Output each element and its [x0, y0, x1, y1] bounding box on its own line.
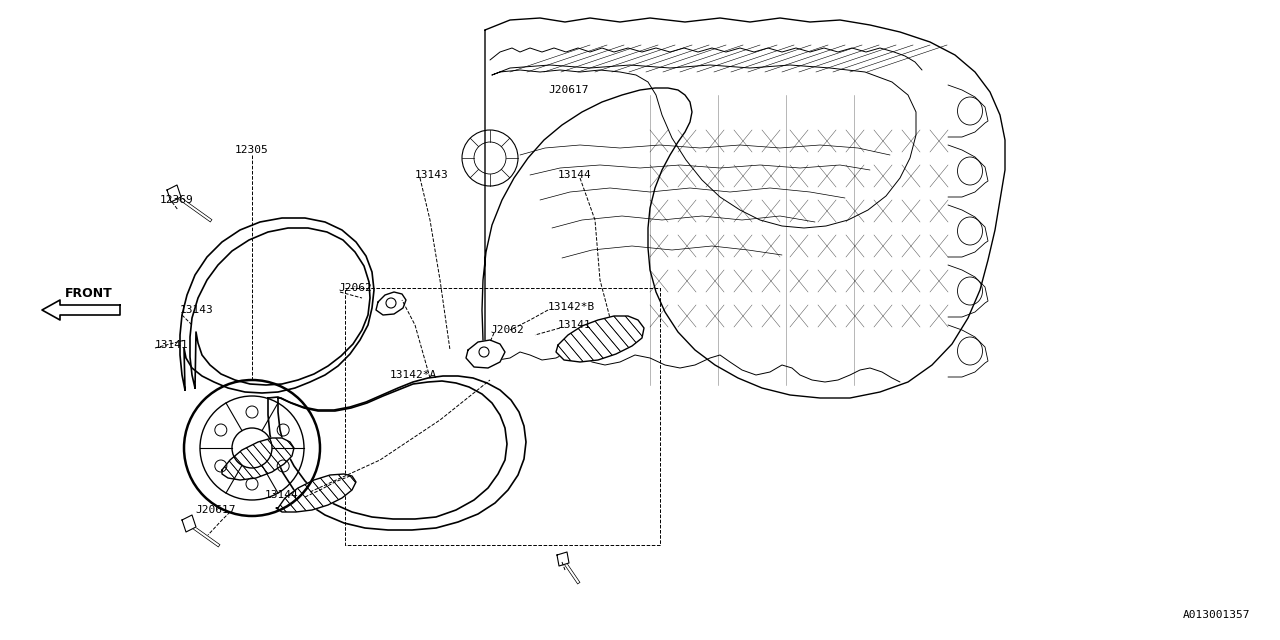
- Polygon shape: [182, 515, 196, 532]
- Polygon shape: [166, 185, 180, 202]
- Text: 13142*A: 13142*A: [390, 370, 438, 380]
- Text: 13144: 13144: [265, 490, 298, 500]
- Text: 12369: 12369: [160, 195, 193, 205]
- Text: 13141: 13141: [558, 320, 591, 330]
- Polygon shape: [42, 300, 120, 320]
- Text: J2062: J2062: [338, 283, 371, 293]
- Text: J2062: J2062: [490, 325, 524, 335]
- Text: J20617: J20617: [548, 85, 589, 95]
- Text: 13143: 13143: [180, 305, 214, 315]
- Polygon shape: [557, 552, 570, 566]
- Text: 12305: 12305: [236, 145, 269, 155]
- Text: J20617: J20617: [195, 505, 236, 515]
- Polygon shape: [556, 316, 644, 362]
- Polygon shape: [466, 340, 506, 368]
- Text: 13142*B: 13142*B: [548, 302, 595, 312]
- Polygon shape: [221, 438, 294, 480]
- Polygon shape: [376, 292, 406, 315]
- Text: FRONT: FRONT: [65, 287, 113, 300]
- Text: A013001357: A013001357: [1183, 610, 1251, 620]
- Text: 13141: 13141: [155, 340, 188, 350]
- Polygon shape: [276, 474, 356, 512]
- Text: 13143: 13143: [415, 170, 449, 180]
- Text: 13144: 13144: [558, 170, 591, 180]
